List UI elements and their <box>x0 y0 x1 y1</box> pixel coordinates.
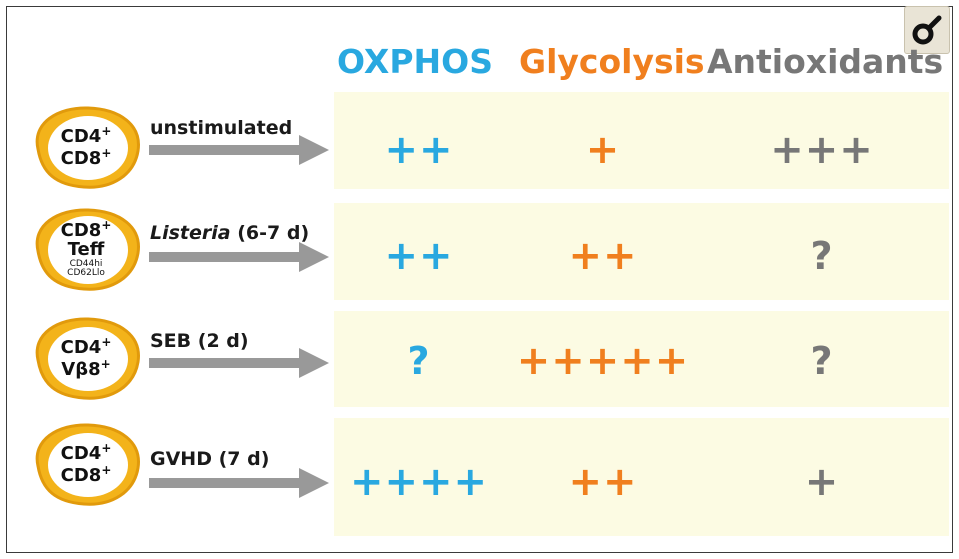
arrow <box>149 468 329 498</box>
cell-marker: CD4 <box>60 443 102 465</box>
cell-marker-sup: + <box>101 217 112 232</box>
cell-marker-sup: + <box>101 124 112 139</box>
cell-marker: Teff <box>67 238 105 260</box>
cell-marker: CD4 <box>60 126 102 148</box>
condition-text: SEB (2 d) <box>150 330 249 352</box>
cell-marker-small: CD44hi <box>69 258 103 269</box>
oxphos-value: ++++ <box>349 459 489 505</box>
cell-marker: CD8 <box>60 148 102 169</box>
antioxidants-value: +++ <box>770 127 874 173</box>
male-symbol-icon <box>912 15 942 45</box>
row-band <box>334 92 949 189</box>
antioxidants-value: + <box>804 459 840 505</box>
condition-text: GVHD (7 d) <box>150 448 270 470</box>
cell-marker-small: CD62Llo <box>67 268 105 279</box>
antioxidants-value: ? <box>810 339 834 383</box>
cell-marker-sup: + <box>101 146 112 160</box>
column-header-glycolysis: Glycolysis <box>519 42 705 81</box>
cell-icon: CD4+ Vβ8+ <box>28 314 144 402</box>
cell-icon: CD4+ CD8+ <box>28 420 144 508</box>
cell-marker-sup: + <box>101 335 112 350</box>
antioxidants-value: ? <box>810 234 834 278</box>
condition-label: unstimulated <box>150 117 292 139</box>
condition-text: (6-7 d) <box>230 222 310 244</box>
column-header-oxphos: OXPHOS <box>337 42 493 81</box>
cell-marker: Vβ8 <box>61 359 101 380</box>
condition-label: GVHD (7 d) <box>150 448 269 470</box>
row-band <box>334 311 949 407</box>
zoom-button[interactable] <box>904 6 950 54</box>
arrow <box>149 135 329 165</box>
arrow <box>149 348 329 378</box>
arrow <box>149 242 329 272</box>
condition-italic-text: Listeria <box>150 222 231 244</box>
cell-icon: CD4+ CD8+ <box>28 103 144 191</box>
cell-marker: CD8 <box>60 219 102 241</box>
row-band <box>334 203 949 300</box>
condition-label: SEB (2 d) <box>150 330 249 352</box>
cell-marker-sup: + <box>101 441 112 456</box>
row-band <box>334 418 949 536</box>
oxphos-value: ++ <box>384 233 454 279</box>
cell-marker: CD8 <box>60 465 102 486</box>
glycolysis-value: ++ <box>568 233 638 279</box>
cell-marker: CD4 <box>60 337 102 359</box>
condition-text: unstimulated <box>150 117 293 139</box>
cell-marker-sup: + <box>101 463 112 477</box>
column-header-antioxidants: Antioxidants <box>707 42 944 81</box>
oxphos-value: ? <box>407 339 431 383</box>
condition-label: Listeria (6-7 d) <box>150 222 309 244</box>
glycolysis-value: +++++ <box>516 338 690 384</box>
oxphos-value: ++ <box>384 127 454 173</box>
glycolysis-value: + <box>585 127 621 173</box>
glycolysis-value: ++ <box>568 459 638 505</box>
cell-icon: CD8+ Teff CD44hi CD62Llo <box>28 205 144 293</box>
cell-marker-sup: + <box>100 357 111 371</box>
